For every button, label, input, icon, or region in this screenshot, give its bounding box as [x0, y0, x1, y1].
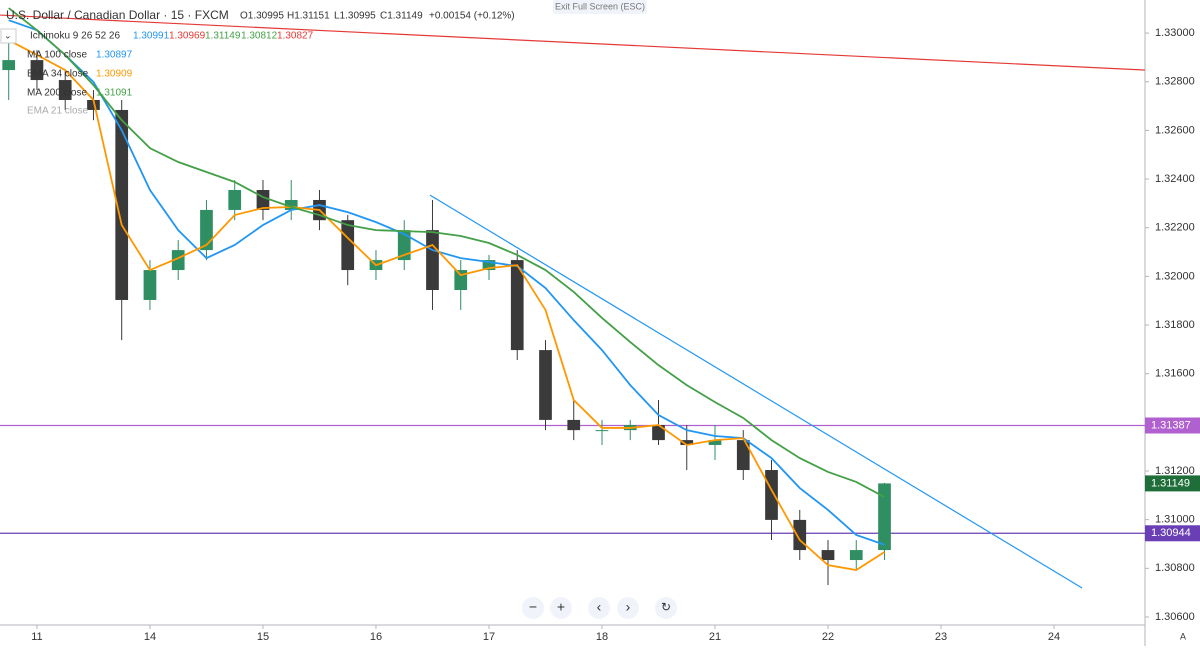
- y-tick-label: 1.32800: [1155, 76, 1195, 88]
- candle-body: [115, 109, 129, 300]
- ohlc: O1.30995: [240, 11, 284, 22]
- y-tick-label: 1.31200: [1155, 465, 1195, 477]
- candle-body: [426, 230, 439, 290]
- legend-name: MA 200 close: [27, 88, 87, 99]
- plot-area: [0, 0, 1145, 625]
- chart-title: U.S. Dollar / Canadian Dollar · 15 · FXC…: [6, 8, 229, 22]
- x-tick-label: 24: [1048, 631, 1060, 643]
- legend-value: 1.30909: [96, 69, 133, 80]
- y-tick-label: 1.31600: [1155, 368, 1195, 380]
- candle-body: [567, 419, 581, 431]
- y-tick-label: 1.32400: [1155, 173, 1195, 185]
- candle-body: [708, 440, 722, 445]
- price-label-bg: [1145, 475, 1200, 492]
- candle-body: [680, 440, 694, 445]
- candle-body: [539, 350, 552, 420]
- x-tick-label: 15: [257, 631, 269, 643]
- price-label-bg: [1145, 525, 1200, 542]
- y-tick-label: 1.30600: [1155, 611, 1195, 623]
- x-tick-label: 11: [31, 631, 42, 643]
- scale-mode[interactable]: A: [1180, 631, 1186, 641]
- legend-value: 1.30991: [133, 31, 170, 42]
- x-tick-label: 17: [483, 631, 495, 643]
- legend-value: 1.30897: [96, 50, 133, 61]
- x-tick-label: 18: [596, 631, 608, 643]
- x-tick-label: 14: [144, 631, 156, 643]
- candle-body: [652, 425, 665, 441]
- price-label-bg: [1145, 417, 1200, 434]
- price-label: 1.30944: [1151, 527, 1191, 539]
- x-tick-label: 16: [370, 631, 382, 643]
- candle-body: [87, 99, 100, 110]
- ma-line: [8, 7, 885, 498]
- ohlc: C1.31149: [380, 11, 423, 22]
- icon: ›: [626, 599, 631, 615]
- scroll-left[interactable]: [588, 597, 610, 619]
- legend-value: 1.30812: [241, 31, 278, 42]
- y-tick-label: 1.33000: [1155, 27, 1195, 39]
- exit-button[interactable]: [553, 0, 647, 14]
- ohlc: L1.30995: [334, 11, 376, 22]
- reset[interactable]: [655, 597, 677, 619]
- icon: +: [557, 599, 565, 615]
- ohlc-change: +0.00154 (+0.12%): [429, 11, 515, 22]
- y-tick-label: 1.32000: [1155, 270, 1195, 282]
- candle-body: [143, 270, 157, 300]
- x-tick-label: 21: [709, 631, 721, 643]
- candle-body: [595, 430, 609, 432]
- candle-body: [341, 220, 355, 271]
- candle-body: [284, 199, 298, 210]
- candle-body: [30, 60, 44, 81]
- x-tick-label: 22: [822, 631, 834, 643]
- price-label: 1.31149: [1151, 477, 1190, 489]
- candle-body: [765, 470, 778, 520]
- candle-body: [2, 60, 16, 71]
- x-tick-label: 23: [935, 631, 947, 643]
- plot: [0, 7, 1146, 589]
- y-tick-label: 1.32600: [1155, 124, 1195, 136]
- collapse-icon: ⌄: [4, 30, 12, 40]
- candle-body: [482, 260, 496, 271]
- trend-line: [0, 14, 1146, 71]
- icon: ‹: [597, 599, 602, 615]
- collapse-button[interactable]: [0, 28, 17, 44]
- candle-body: [454, 270, 468, 290]
- exit-label: Exit Full Screen (ESC): [555, 1, 645, 11]
- ohlc: H1.31151: [287, 11, 330, 22]
- candle-body: [736, 440, 750, 471]
- price-label: 1.31387: [1151, 419, 1191, 431]
- candle-body: [228, 190, 242, 210]
- candle-body: [200, 209, 213, 251]
- legend-ichimoku: Ichimoku 9 26 52 26: [30, 31, 120, 42]
- candle-body: [510, 260, 524, 351]
- legend-value: 1.31091: [96, 88, 133, 99]
- nav-buttons: − + ‹ › ↻: [522, 597, 677, 619]
- legend-value: 1.30969: [169, 31, 206, 42]
- icon: ↻: [661, 600, 671, 614]
- candle-body: [878, 483, 891, 551]
- ma-line: [8, 39, 885, 571]
- candle-body: [849, 550, 863, 561]
- y-tick-label: 1.31800: [1155, 319, 1195, 331]
- y-tick-label: 1.30800: [1155, 562, 1195, 574]
- legend-hidden: EMA 21 close: [27, 106, 89, 117]
- legend-value: 1.31149: [205, 31, 241, 42]
- candle-body: [58, 80, 72, 100]
- zoom-in[interactable]: [550, 597, 572, 619]
- legend-name: EMA 34 close: [27, 69, 89, 80]
- scroll-right[interactable]: [617, 597, 639, 619]
- candle-body: [397, 230, 411, 261]
- zoom-out[interactable]: [522, 597, 544, 619]
- legend-name: MA 100 close: [27, 50, 87, 61]
- legend-value: 1.30827: [277, 31, 314, 42]
- y-tick-label: 1.32200: [1155, 222, 1195, 234]
- candle-body: [821, 550, 835, 561]
- candle-body: [171, 250, 185, 271]
- y-tick-label: 1.31000: [1155, 514, 1195, 526]
- trend-line: [429, 194, 1083, 589]
- icon: −: [529, 599, 537, 615]
- candle-body: [793, 519, 807, 551]
